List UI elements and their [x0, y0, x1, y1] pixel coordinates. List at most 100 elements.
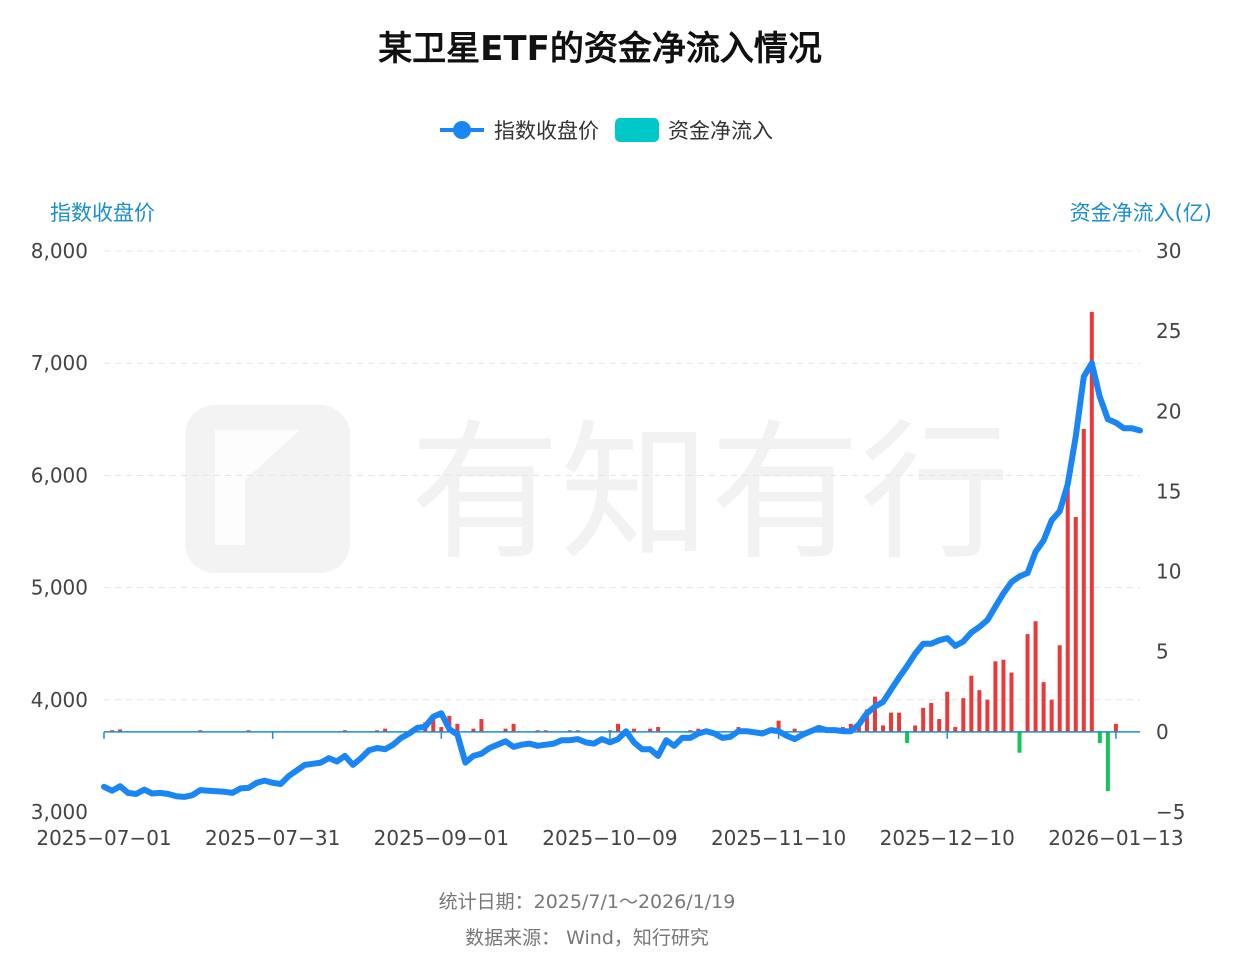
index-close-series: [101, 360, 1143, 800]
y-right-ticks: −5 0 5 10 15 20 25 30: [1156, 239, 1185, 824]
net-inflow-bar: [1049, 699, 1054, 732]
y-right-tick-label: 10: [1156, 560, 1181, 584]
watermark-logo-mark: [215, 430, 300, 545]
index-close-line: [101, 360, 1143, 800]
legend-bar-marker: [615, 118, 659, 142]
net-inflow-bar: [431, 719, 436, 732]
net-inflow-bar: [439, 727, 444, 732]
net-inflow-bar: [1097, 731, 1102, 744]
net-inflow-bar: [1017, 731, 1022, 753]
net-inflow-bar: [792, 728, 797, 732]
footer-source: 数据来源： Wind，知行研究: [465, 927, 709, 949]
x-tick-label: 2025−07−01: [36, 826, 171, 850]
net-inflow-bar: [567, 730, 572, 732]
net-inflow-bar: [656, 727, 661, 732]
y-left-tick-label: 4,000: [31, 688, 88, 712]
net-inflow-bar: [615, 723, 620, 732]
net-inflow-bar: [648, 728, 653, 732]
footer-stat-date: 统计日期：2025/7/1～2026/1/19: [439, 891, 736, 913]
net-inflow-bar: [375, 730, 380, 732]
legend-line-dot: [453, 121, 471, 139]
y-right-tick-label: 20: [1156, 399, 1181, 423]
net-inflow-bar: [696, 728, 701, 732]
net-inflow-bar: [198, 730, 203, 732]
net-inflow-bar: [543, 730, 548, 732]
net-inflow-bar: [1113, 723, 1118, 732]
net-inflow-bar: [1057, 645, 1062, 732]
y-left-tick-label: 3,000: [31, 800, 88, 824]
y-right-tick-label: 5: [1156, 640, 1169, 664]
y-left-tick-label: 6,000: [31, 463, 88, 487]
net-inflow-bar: [110, 730, 115, 732]
net-inflow-bar: [383, 728, 388, 732]
net-inflow-bar: [1081, 428, 1086, 732]
net-inflow-bar: [993, 661, 998, 732]
net-inflow-bar: [913, 725, 918, 732]
y-right-axis-title: 资金净流入(亿): [1070, 201, 1212, 225]
y-right-tick-label: 30: [1156, 239, 1181, 263]
x-tick-label: 2025−11−10: [711, 826, 846, 850]
net-inflow-bar: [1041, 682, 1046, 732]
x-tick-label: 2025−10−09: [542, 826, 677, 850]
net-inflow-bars: [110, 311, 1118, 792]
watermark: 有知有行: [185, 405, 1010, 581]
net-inflow-bar: [1073, 517, 1078, 732]
x-tick-label: 2026−01−13: [1048, 826, 1183, 850]
net-inflow-bar: [575, 730, 580, 732]
net-inflow-bar: [905, 731, 910, 744]
y-right-tick-label: −5: [1156, 800, 1185, 824]
net-inflow-bar: [688, 730, 693, 732]
legend: 指数收盘价 资金净流入: [440, 118, 773, 143]
net-inflow-bar: [1001, 659, 1006, 732]
net-inflow-bar: [471, 728, 476, 732]
net-inflow-bar: [953, 727, 958, 732]
net-inflow-bar: [1033, 621, 1038, 732]
net-inflow-bar: [1065, 478, 1070, 732]
y-left-tick-label: 8,000: [31, 239, 88, 263]
net-inflow-bar: [607, 730, 612, 732]
net-inflow-bar: [118, 729, 123, 732]
net-inflow-bar: [246, 730, 251, 732]
net-inflow-bar: [961, 698, 966, 732]
net-inflow-bar: [969, 675, 974, 732]
x-tick-label: 2025−12−10: [880, 826, 1015, 850]
y-right-tick-label: 0: [1156, 720, 1169, 744]
net-inflow-bar: [985, 699, 990, 732]
y-right-tick-label: 25: [1156, 319, 1181, 343]
net-inflow-bar: [455, 723, 460, 732]
net-inflow-bar: [1009, 672, 1014, 732]
x-tick-label: 2025−07−31: [205, 826, 340, 850]
y-left-axis-title: 指数收盘价: [50, 201, 155, 225]
y-left-ticks: 3,000 4,000 5,000 6,000 7,000 8,000: [31, 239, 88, 824]
net-inflow-bar: [503, 728, 508, 732]
net-inflow-bar: [511, 723, 516, 732]
net-inflow-bar: [1105, 731, 1110, 792]
legend-item-net-inflow: 资金净流入: [668, 119, 773, 143]
x-ticks: 2025−07−01 2025−07−31 2025−09−01 2025−10−09…: [36, 826, 1183, 850]
net-inflow-bar: [889, 712, 894, 732]
net-inflow-bar: [864, 709, 869, 732]
y-left-tick-label: 7,000: [31, 351, 88, 375]
watermark-text: 有知有行: [410, 407, 1010, 581]
net-inflow-bar: [535, 730, 540, 732]
net-inflow-bar: [945, 691, 950, 732]
legend-item-index-close: 指数收盘价: [494, 119, 599, 143]
net-inflow-bar: [342, 730, 347, 732]
net-inflow-bar: [937, 719, 942, 732]
net-inflow-bar: [632, 728, 637, 732]
chart-title: 某卫星ETF的资金净流入情况: [378, 29, 822, 69]
x-tick-label: 2025−09−01: [374, 826, 509, 850]
net-inflow-bar: [479, 719, 484, 732]
net-inflow-bar: [921, 707, 926, 732]
net-inflow-bar: [897, 712, 902, 732]
net-inflow-bar: [776, 720, 781, 732]
grid: [104, 250, 1140, 701]
net-inflow-bar: [872, 696, 877, 732]
net-inflow-bar: [881, 725, 886, 732]
net-inflow-bar: [929, 703, 934, 732]
y-right-tick-label: 15: [1156, 479, 1181, 503]
net-inflow-bar: [1089, 311, 1094, 732]
net-inflow-bar: [1025, 634, 1030, 732]
net-inflow-bar: [977, 690, 982, 732]
